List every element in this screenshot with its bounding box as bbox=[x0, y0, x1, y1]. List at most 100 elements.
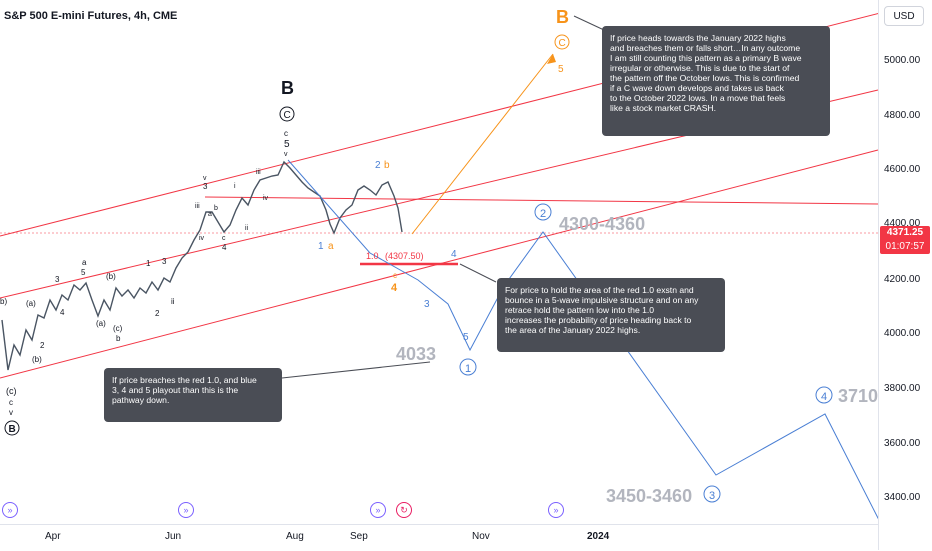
price-label: 3800.00 bbox=[884, 383, 921, 394]
wave-label-paren-c-bottom: (c) bbox=[6, 386, 17, 396]
currency-button[interactable]: USD bbox=[884, 6, 924, 26]
wave-label-circle-c-black: C bbox=[284, 110, 291, 121]
idea-icon[interactable]: » bbox=[548, 502, 564, 518]
wave-label-small: ii bbox=[245, 225, 249, 232]
wave-label-small: 3 bbox=[55, 275, 60, 284]
wave-label-small: iv bbox=[263, 195, 269, 202]
time-label: 2024 bbox=[587, 531, 610, 542]
wave-label-small: 4 bbox=[60, 308, 65, 317]
wave-label-big-b-black: B bbox=[281, 78, 294, 98]
wave-label-small: 5 bbox=[81, 268, 86, 277]
orange-arrowhead bbox=[547, 54, 556, 64]
wave-label-v-top: v bbox=[284, 151, 288, 158]
time-label: Apr bbox=[45, 531, 61, 542]
idea-icon[interactable]: » bbox=[2, 502, 18, 518]
price-axis[interactable] bbox=[878, 0, 932, 550]
target-4300-4360: 4300-4360 bbox=[559, 214, 645, 234]
price-label: 4200.00 bbox=[884, 274, 921, 285]
target-4033: 4033 bbox=[396, 344, 436, 364]
wave-circle-c-orange bbox=[554, 34, 570, 50]
target-3450-3460: 3450-3460 bbox=[606, 486, 692, 506]
wave-label-small: i bbox=[234, 183, 236, 190]
wave-label-small: a bbox=[82, 258, 87, 267]
wave-label-five-orange: 5 bbox=[558, 64, 564, 75]
wave-label-small: 1 bbox=[146, 259, 151, 268]
wave-label-small: b) bbox=[0, 297, 7, 306]
bar-countdown: 01:07:57 bbox=[885, 241, 925, 252]
wave-label-four-blue: 4 bbox=[451, 249, 457, 260]
wave-label-v-bottom: v bbox=[9, 408, 13, 417]
wave-label-a-orange: a bbox=[328, 241, 334, 252]
wave-label-small: (c) bbox=[113, 324, 123, 333]
orange-wave-path[interactable] bbox=[411, 53, 554, 235]
wave-label-small: a bbox=[208, 211, 212, 218]
time-label: Nov bbox=[472, 531, 490, 542]
wave-label-three-blue: 3 bbox=[424, 299, 430, 310]
wave-label-small: (b) bbox=[32, 355, 42, 364]
current-price-badge: 4371.25 01:07:57 bbox=[880, 226, 930, 254]
idea-icon[interactable]: » bbox=[370, 502, 386, 518]
wave-label-small: v bbox=[203, 175, 207, 182]
wave-label-two-blue: 2 bbox=[375, 160, 381, 171]
price-label: 3600.00 bbox=[884, 438, 921, 449]
note-connector-middle bbox=[459, 263, 497, 283]
resistance-line[interactable] bbox=[204, 196, 879, 205]
time-label: Jun bbox=[165, 531, 182, 542]
wave-label-small: 3 bbox=[203, 182, 208, 191]
wave-label-big-b-orange: B bbox=[556, 7, 569, 27]
time-label: Aug bbox=[286, 531, 304, 542]
wave-label-small: 4 bbox=[222, 243, 227, 252]
wave-label-small: iv bbox=[199, 235, 205, 242]
wave-label-circle-2: 2 bbox=[540, 208, 546, 220]
note-connector-top bbox=[573, 15, 605, 31]
time-label: Sep bbox=[350, 531, 368, 542]
wave-label-five-blue: 5 bbox=[463, 332, 469, 343]
idea-icon[interactable]: » bbox=[178, 502, 194, 518]
wave-label-small: iii bbox=[256, 169, 261, 176]
wave-label-c5-top: c bbox=[284, 129, 288, 138]
wave-label-circle-c-orange: C bbox=[559, 38, 566, 49]
blue-wave-path[interactable] bbox=[287, 159, 881, 523]
wave-label-small: iii bbox=[195, 203, 200, 210]
time-axis[interactable] bbox=[0, 524, 878, 551]
wave-circle-4 bbox=[815, 386, 833, 404]
wave-circle-b-bottom bbox=[4, 420, 20, 436]
note-top-right[interactable]: If price heads towards the January 2022 … bbox=[602, 26, 830, 136]
wave-label-small: (a) bbox=[96, 319, 106, 328]
wave-label-circle-3: 3 bbox=[709, 490, 715, 502]
price-label: 4000.00 bbox=[884, 328, 921, 339]
wave-label-small: c bbox=[222, 235, 226, 242]
extension-value: (4307.50) bbox=[385, 251, 424, 261]
wave-label-small: 2 bbox=[40, 341, 45, 350]
current-price-value: 4371.25 bbox=[886, 227, 924, 238]
symbol-title: S&P 500 E-mini Futures, 4h, CME bbox=[4, 10, 178, 22]
price-label: 3400.00 bbox=[884, 492, 921, 503]
wave-label-small: b bbox=[214, 205, 218, 212]
wave-label-c5-num: 5 bbox=[284, 139, 290, 150]
target-3710: 3710 bbox=[838, 386, 878, 406]
note-connector-bottom bbox=[281, 361, 431, 379]
wave-label-small: 2 bbox=[155, 309, 160, 318]
wave-label-c-bottom: c bbox=[9, 398, 13, 407]
wave-label-one-blue: 1 bbox=[318, 241, 324, 252]
wave-circle-1 bbox=[459, 358, 477, 376]
wave-label-c-orange: c bbox=[393, 271, 397, 280]
price-label: 4800.00 bbox=[884, 110, 921, 121]
wave-label-small: b bbox=[116, 334, 121, 343]
wave-label-small: ii bbox=[171, 297, 175, 306]
event-icon[interactable]: ↻ bbox=[396, 502, 412, 518]
wave-label-small: 3 bbox=[162, 257, 167, 266]
wave-circle-3 bbox=[703, 485, 721, 503]
wave-label-circle-4: 4 bbox=[821, 391, 827, 403]
price-label: 4400.00 bbox=[884, 218, 921, 229]
price-label: 4600.00 bbox=[884, 164, 921, 175]
price-series bbox=[1, 160, 403, 371]
note-middle-right[interactable]: For price to hold the area of the red 1.… bbox=[497, 278, 725, 352]
wave-label-four-orange: 4 bbox=[391, 282, 398, 294]
note-bottom-left[interactable]: If price breaches the red 1.0, and blue … bbox=[104, 368, 282, 422]
price-label: 5000.00 bbox=[884, 55, 921, 66]
wave-label-small: (b) bbox=[106, 272, 116, 281]
wave-label-small: (a) bbox=[26, 299, 36, 308]
wave-circle-2 bbox=[534, 203, 552, 221]
